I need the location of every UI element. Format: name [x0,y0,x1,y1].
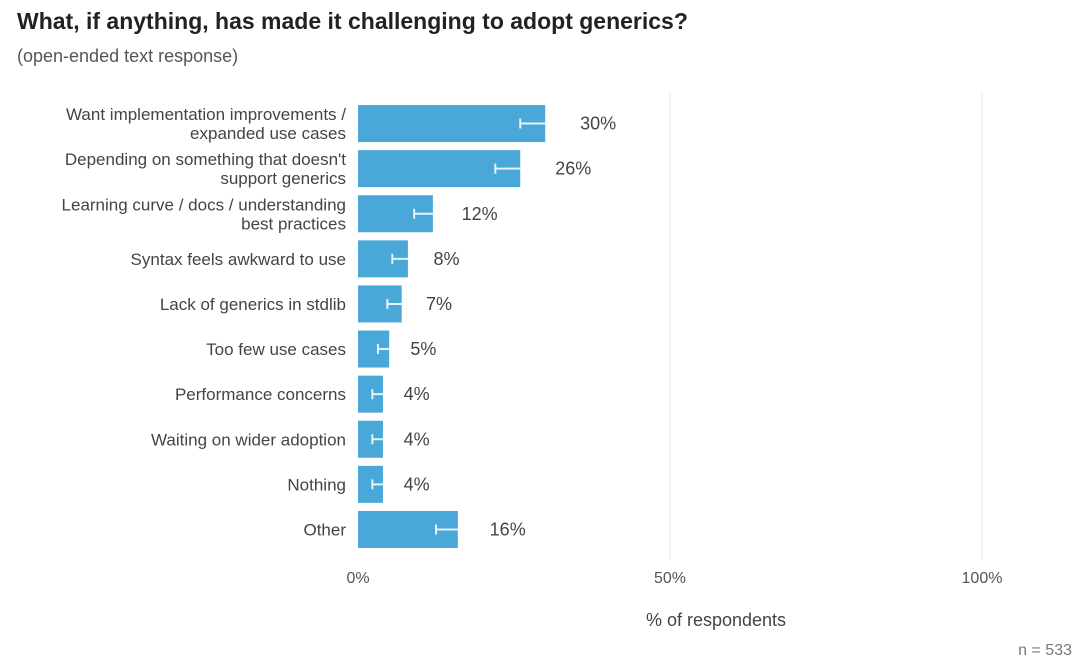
sample-size-label: n = 533 [1018,642,1072,659]
x-axis-title: % of respondents [646,610,786,630]
data-label: 30% [580,114,616,134]
data-label: 4% [404,384,430,404]
category-label: Depending on something that doesn't suppo… [65,150,346,188]
tick-label: 0% [346,570,369,587]
tick-label: 50% [654,570,686,587]
category-label: Waiting on wider adoption [151,430,346,449]
bar [358,150,521,188]
category-label: Other [303,520,346,539]
category-label: Performance concerns [175,385,346,404]
category-label: Lack of generics in stdlib [160,295,346,314]
category-label: Syntax feels awkward to use [131,250,346,269]
category-label: Want implementation improvements / expand… [66,105,346,143]
data-label: 12% [462,204,498,224]
data-label: 16% [490,519,526,539]
category-label: Nothing [287,475,346,494]
data-label: 5% [410,339,436,359]
data-label: 26% [555,159,591,179]
data-label: 7% [426,294,452,314]
data-label: 4% [404,474,430,494]
data-label: 8% [434,249,460,269]
category-label: Learning curve / docs / understanding bes… [62,195,346,233]
tick-label: 100% [962,570,1003,587]
category-label: Too few use cases [206,340,346,359]
bar [358,105,546,143]
chart-title: What, if anything, has made it challengi… [17,8,688,34]
chart-subtitle: (open-ended text response) [17,46,239,66]
data-label: 4% [404,429,430,449]
